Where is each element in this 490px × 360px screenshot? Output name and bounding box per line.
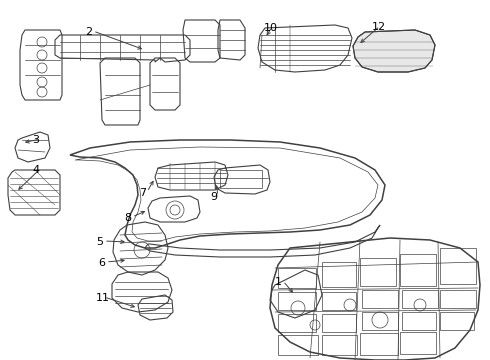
Bar [278,335,318,355]
Bar [220,170,262,188]
Text: 5: 5 [96,237,103,247]
Bar [278,314,316,332]
Bar [362,312,398,330]
Bar [400,332,436,354]
Text: 12: 12 [372,22,386,32]
Text: 4: 4 [32,165,39,175]
Bar [322,314,356,332]
Bar [322,335,357,355]
Text: 11: 11 [96,293,110,303]
Bar [278,292,316,310]
Bar [322,292,356,310]
Bar [440,248,476,284]
Bar [440,290,476,308]
Bar [402,312,436,330]
Polygon shape [353,30,435,72]
Bar [400,254,436,286]
Text: 2: 2 [85,27,92,37]
Bar [402,290,438,308]
Bar [278,268,316,288]
Text: 6: 6 [98,258,105,268]
Text: 9: 9 [210,192,217,202]
Text: 3: 3 [32,135,39,145]
Bar [360,333,398,355]
Bar [440,312,474,330]
Bar [360,258,396,286]
Text: 1: 1 [275,277,282,287]
Bar [362,290,398,308]
Text: 7: 7 [139,188,146,198]
Text: 8: 8 [124,213,131,223]
Text: 10: 10 [264,23,278,33]
Bar [322,262,356,287]
